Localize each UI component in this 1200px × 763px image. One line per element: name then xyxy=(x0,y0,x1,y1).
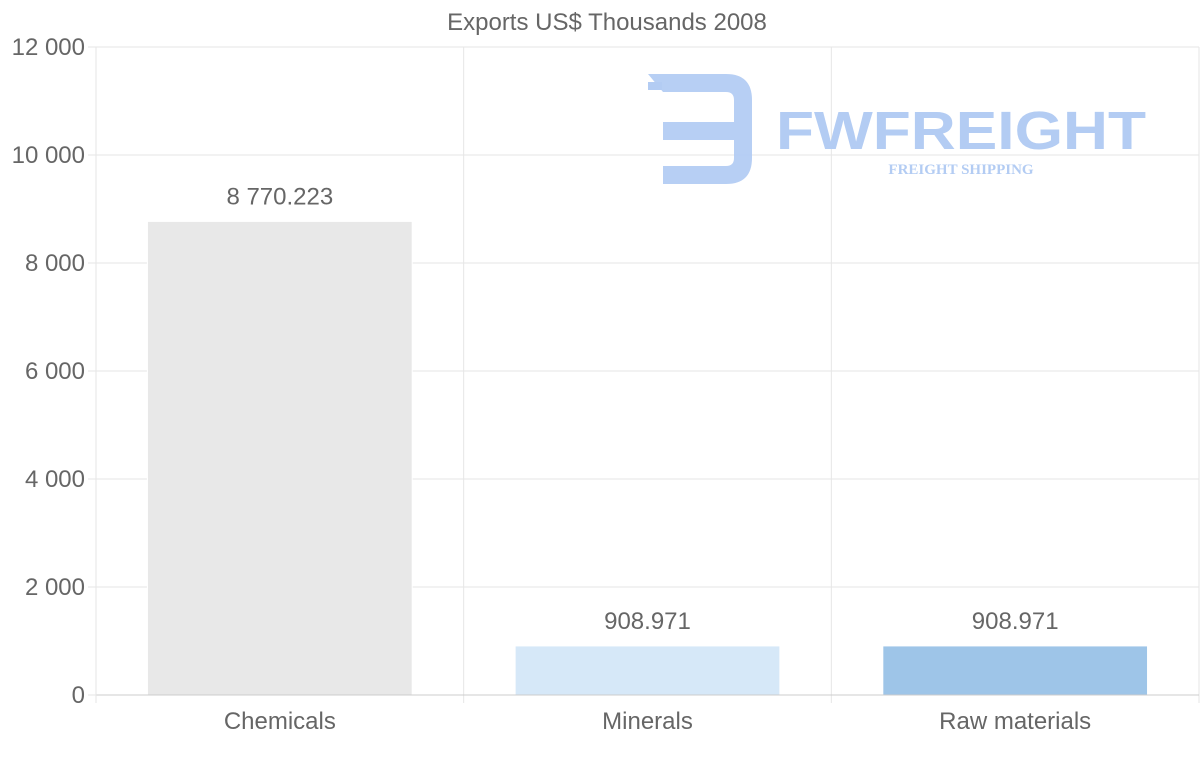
x-category-label: Chemicals xyxy=(224,708,336,735)
y-tick-label: 0 xyxy=(72,682,85,709)
x-category-label: Minerals xyxy=(602,708,693,735)
bar-minerals xyxy=(514,645,781,696)
watermark-logo: FWFREIGHT FREIGHT SHIPPING xyxy=(648,74,1146,184)
x-category-label: Raw materials xyxy=(939,708,1091,735)
chart-title: Exports US$ Thousands 2008 xyxy=(447,9,767,36)
watermark-tagline: FREIGHT SHIPPING xyxy=(888,162,1033,178)
axes: 0 2 000 4 000 6 000 8 000 10 000 12 000 Chemica… xyxy=(12,34,1199,735)
y-tick-label: 6 000 xyxy=(25,358,85,385)
fwfreight-logo-icon xyxy=(648,74,752,184)
y-tick-label: 4 000 xyxy=(25,466,85,493)
bar-raw-materials xyxy=(882,645,1149,696)
bar-chemicals xyxy=(146,220,413,696)
y-tick-label: 10 000 xyxy=(12,142,85,169)
y-tick-label: 12 000 xyxy=(12,34,85,61)
y-tick-label: 2 000 xyxy=(25,574,85,601)
data-label: 8 770.223 xyxy=(226,183,333,210)
data-label: 908.971 xyxy=(972,608,1059,635)
y-tick-label: 8 000 xyxy=(25,250,85,277)
watermark-name: FWFREIGHT xyxy=(776,101,1146,161)
data-labels: 8 770.223 908.971 908.971 xyxy=(226,183,1058,635)
data-label: 908.971 xyxy=(604,608,691,635)
